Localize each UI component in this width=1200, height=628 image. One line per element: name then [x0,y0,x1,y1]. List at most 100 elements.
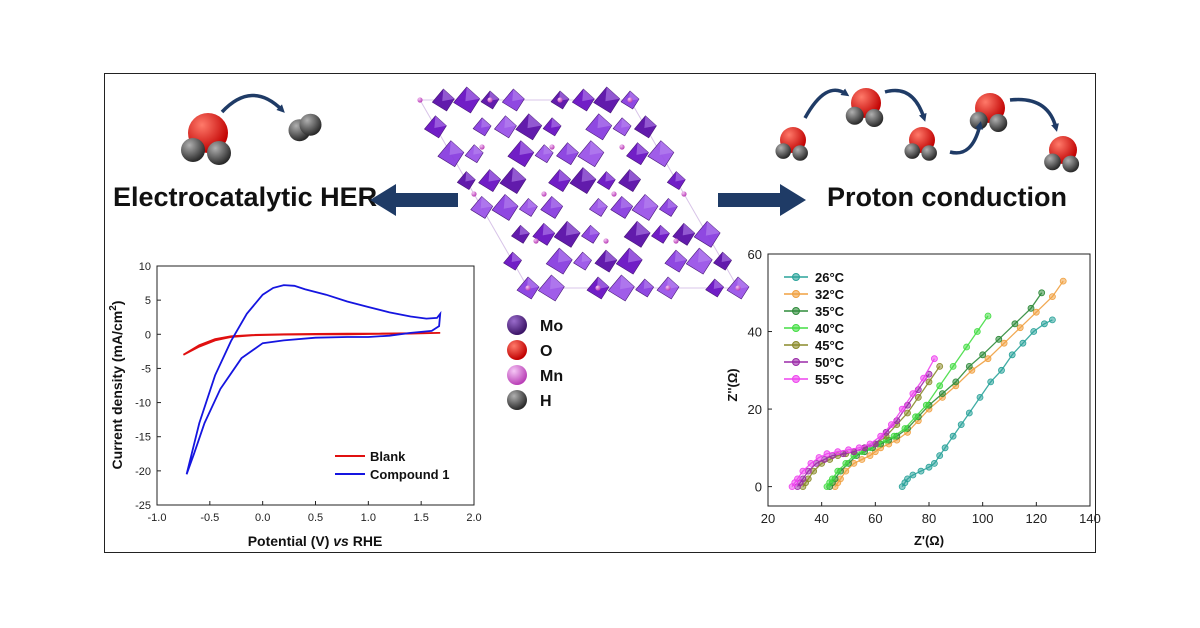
nyq-data-point [858,456,866,463]
mn-atom [471,191,477,197]
nyq-data-point [912,413,919,421]
nyq-data-point [882,428,890,436]
mo-polyhedron-facet [605,87,620,102]
mo-polyhedron-facet [620,275,635,290]
cv-y-tick-label: -5 [141,363,151,375]
water-molecule [181,113,231,165]
water-molecule [845,88,884,127]
mo-polyhedron-facet [666,277,679,290]
nyq-x-axis-label: Z'(Ω) [914,533,944,548]
hydrogen-atom [1062,155,1080,173]
atom-legend-label: O [540,343,552,360]
nyq-data-point [901,425,909,432]
cv-x-tick-label: -1.0 [148,512,167,524]
nyq-data-point [877,432,885,440]
nyq-legend-label: 50°C [815,355,845,370]
mo-polyhedron-facet [565,221,581,236]
atom-legend-item: Mn [507,365,563,385]
cv-y-tick-label: -25 [135,500,151,512]
nyq-data-point [941,444,949,452]
hydrogen-atom [207,141,231,165]
mn-atom [619,144,625,150]
nyq-data-point [949,362,957,370]
mo-polyhedron-facet [503,194,519,209]
cv-y-tick-label: 0 [145,329,151,341]
nyq-data-point [920,374,927,382]
nyq-legend-label: 26°C [815,270,845,285]
mo-polyhedron-facet [604,250,617,263]
crystal-structure [417,86,750,302]
mo-polyhedron-facet [605,171,616,182]
cv-y-tick-label: 10 [139,261,151,273]
hydrogen-atom [775,143,792,159]
nyq-data-point [914,393,922,401]
mo-polyhedron-facet [465,87,480,102]
hydrogen-atom [1044,153,1061,171]
right-block-arrow [718,184,806,216]
left-block-arrow [370,184,458,216]
mo-polyhedron-facet [667,198,678,209]
mo-polyhedron-facet [636,142,649,155]
atom-mo-swatch [507,315,527,335]
nyq-data-point [965,409,973,417]
nyq-y-tick-label: 0 [755,480,762,495]
nyq-legend-marker [792,358,800,366]
mo-polyhedron-facet [481,117,492,128]
curved-arrow [803,88,850,119]
mo-polyhedron-facet [543,144,554,155]
hydrogen-atom [181,138,205,162]
atom-legend-item: Mo [507,315,563,335]
mo-polyhedron-facet [721,252,732,263]
cv-chart: -1.0 -0.5 0.0 0.5 1.0 1.5 2.0 -25 -20 -15 -10 -5 0 5 1… [108,261,482,549]
atom-legend-label: Mo [540,318,563,335]
mo-polyhedron-facet [635,221,651,236]
nyq-data-point [939,390,946,398]
nyq-data-point [936,382,944,390]
nyq-data-point [984,355,992,363]
mo-polyhedron-facet [511,252,522,263]
nyq-legend-marker [792,375,800,383]
nyq-data-point [1016,324,1024,332]
mn-atom [533,238,539,244]
nyq-fit-line [829,292,1043,487]
mo-polyhedron-facet [542,223,555,236]
mo-polyhedron-facet [527,198,538,209]
cv-x-tick-label: 0.0 [255,512,270,524]
nyq-data-point [866,452,874,460]
cv-legend-label: Compound 1 [370,467,449,482]
mo-polyhedron-facet [465,171,476,182]
nyq-y-tick-label: 60 [748,247,762,262]
mn-atom [611,191,617,197]
nyq-data-point [855,444,863,452]
mo-polyhedron-facet [511,167,526,182]
atom-legend-label: Mn [540,368,563,385]
mn-atom [673,238,679,244]
mo-polyhedron-facet [442,89,455,102]
mo-polyhedron-facet [596,277,609,290]
mo-polyhedron-facet [675,171,686,182]
mn-atom [603,238,609,244]
nyq-data-point [1049,316,1056,324]
atom-o-swatch [507,340,527,360]
mo-polyhedron-facet [434,115,447,128]
mo-polyhedron-facet [519,140,534,156]
mn-atom [525,285,531,291]
nyq-data-point [995,335,1003,343]
nyq-legend-label: 55°C [815,372,845,387]
nyq-data-point [794,475,801,483]
nyq-data-point [1030,328,1038,335]
mo-polyhedron-facet [527,113,542,129]
nyq-data-point [984,312,992,320]
curved-arrow [884,88,927,122]
hydrogen-molecule [288,113,322,142]
mo-polyhedron-facet [473,144,484,155]
mo-polyhedron-facet [480,196,493,209]
mo-polyhedron-facet [558,169,571,182]
mo-polyhedron-facet [597,113,612,129]
nyq-data-point [998,366,1005,374]
nyq-x-tick-label: 140 [1079,511,1101,526]
nyq-legend-marker [792,290,800,298]
hydrogen-atom [865,109,884,127]
mn-atom [487,97,493,103]
